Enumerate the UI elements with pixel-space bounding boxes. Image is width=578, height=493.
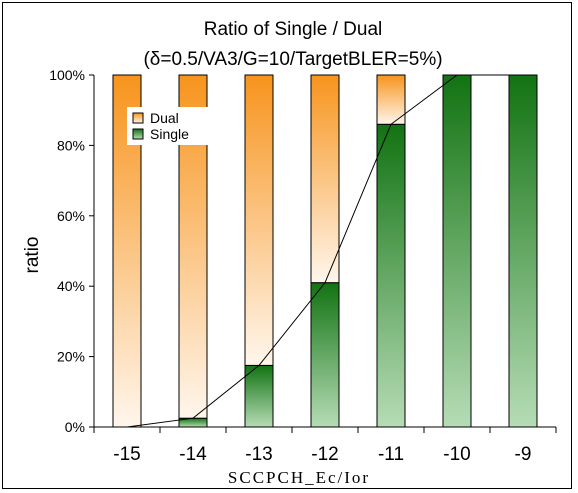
bar-single--11 (376, 123, 406, 428)
y-tick-label: 100% (49, 67, 85, 83)
legend-label-dual: Dual (150, 110, 179, 126)
y-tick-label: 60% (57, 208, 85, 224)
legend-label-single: Single (150, 126, 189, 142)
y-tick-label: 80% (57, 137, 85, 153)
x-axis-label: SCCPCH_Ec/Ior (228, 468, 370, 487)
bar-dual--11 (376, 74, 406, 125)
y-tick-label: 0% (65, 419, 85, 435)
legend-swatch-single (132, 128, 144, 140)
x-tick-label: -14 (179, 444, 207, 465)
x-tick-label: -12 (311, 444, 338, 465)
x-tick-label: -9 (515, 444, 532, 465)
y-axis-label: ratio (22, 237, 43, 274)
bar-dual--12 (310, 74, 340, 284)
bar-single--10 (442, 74, 472, 428)
bar-single--13 (244, 364, 274, 428)
single-trend-line (126, 74, 523, 428)
legend: Dual Single (127, 107, 233, 145)
legend-box (127, 107, 233, 145)
x-tick-label: -15 (113, 444, 140, 465)
chart-title: Ratio of Single / Dual (204, 19, 383, 40)
y-tick-label: 40% (57, 278, 85, 294)
legend-swatch-dual (132, 112, 144, 124)
x-tick-label: -10 (443, 444, 470, 465)
axis-ticks: -15 -14 -13 -12 -11 -10 -9 0% 20% 40% 60% 80% 100% (49, 67, 557, 465)
bar-dual--13 (244, 74, 274, 366)
x-tick-label: -11 (378, 444, 404, 465)
y-tick-label: 20% (57, 349, 85, 365)
bar-single--9 (508, 74, 538, 428)
x-tick-label: -13 (245, 444, 272, 465)
chart-frame: Ratio of Single / Dual (δ=0.5/VA3/G=10/T… (2, 2, 572, 489)
axes (93, 75, 556, 428)
bar-chart: Ratio of Single / Dual (δ=0.5/VA3/G=10/T… (22, 19, 557, 487)
chart-subtitle: (δ=0.5/VA3/G=10/TargetBLER=5%) (143, 49, 442, 70)
bar-single--12 (310, 282, 340, 428)
single-trend-polyline (126, 74, 523, 428)
